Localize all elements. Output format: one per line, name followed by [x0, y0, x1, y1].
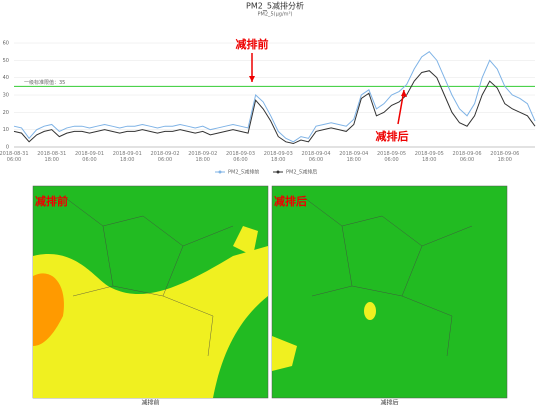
- legend-label: PM2_5减排前: [228, 169, 259, 176]
- x-tick-label: 2018-08-31 18:00: [37, 151, 67, 163]
- map-boundaries: [301, 195, 473, 357]
- y-tick-label: 0: [6, 145, 9, 151]
- series-line: [13, 51, 536, 143]
- chart-title: PM2_5减排分析: [246, 1, 304, 11]
- x-tick-label: 2018-09-01 06:00: [74, 151, 105, 163]
- map-region: [33, 246, 268, 398]
- legend-label: PM2_5减排后: [286, 169, 317, 176]
- map-region: [233, 226, 258, 256]
- arrow-head: [249, 76, 255, 82]
- x-tick-label: 2018-09-03 06:00: [225, 151, 256, 163]
- y-tick-label: 40: [3, 75, 9, 81]
- x-tick-label: 2018-09-06 18:00: [490, 151, 520, 163]
- map-label: 减排前: [35, 194, 68, 208]
- x-tick-label: 2018-08-31 06:00: [0, 151, 29, 163]
- y-tick-label: 20: [3, 110, 9, 116]
- legend-dot: [276, 170, 280, 174]
- x-tick-label: 2018-09-02 18:00: [188, 151, 218, 163]
- map-overlay: [33, 226, 268, 398]
- x-tick-label: 2018-09-02 06:00: [150, 151, 180, 163]
- annotation: 减排后: [376, 129, 409, 143]
- map-label: 减排后: [274, 194, 307, 208]
- map-caption: 减排前: [141, 399, 159, 407]
- chart-subtitle: PM2_5(μg/m³): [257, 12, 292, 18]
- x-tick-label: 2018-09-03 18:00: [263, 151, 293, 163]
- x-tick-label: 2018-09-01 18:00: [112, 151, 142, 163]
- y-tick-label: 60: [3, 41, 9, 47]
- map-boundaries: [62, 195, 234, 357]
- map-caption: 减排后: [380, 399, 398, 407]
- legend-dot: [218, 170, 222, 174]
- x-tick-label: 2018-09-04 18:00: [339, 151, 369, 163]
- x-tick-label: 2018-09-06 06:00: [452, 151, 482, 163]
- x-tick-label: 2018-09-05 06:00: [377, 151, 407, 163]
- map-overlay: [272, 302, 376, 371]
- arrow-head: [401, 90, 407, 97]
- annotation: 减排前: [236, 37, 269, 51]
- map-region: [272, 336, 297, 371]
- map-region: [33, 273, 64, 346]
- y-tick-label: 50: [3, 58, 9, 64]
- map-region: [364, 302, 376, 320]
- x-tick-label: 2018-09-04 06:00: [301, 151, 331, 163]
- threshold-label: 一级标准限值：35: [24, 79, 65, 86]
- x-tick-label: 2018-09-05 18:00: [414, 151, 444, 163]
- y-tick-label: 10: [3, 127, 9, 133]
- series-line: [13, 70, 536, 145]
- map-background: [271, 185, 508, 399]
- y-tick-label: 30: [3, 93, 9, 99]
